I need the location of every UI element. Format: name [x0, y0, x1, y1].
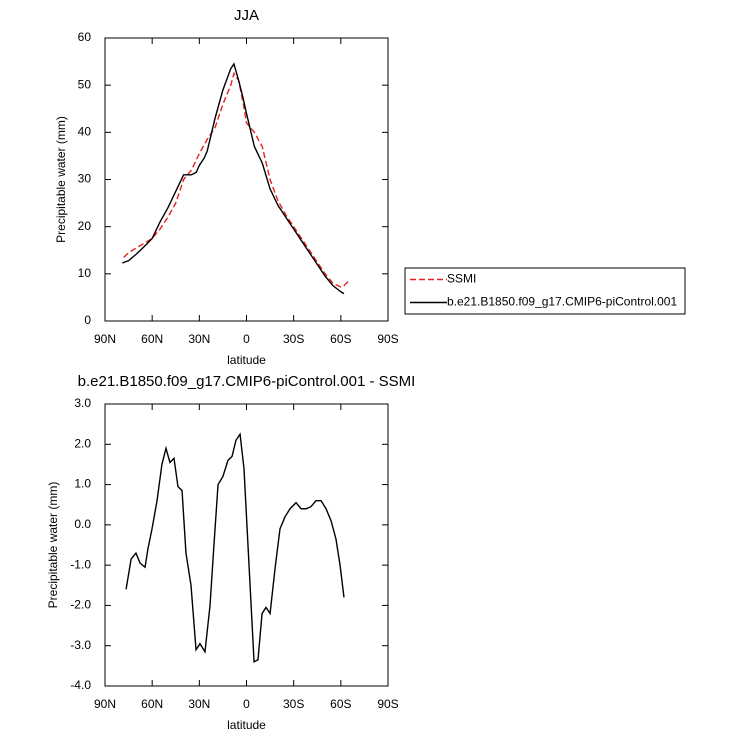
y-tick-label: 2.0	[74, 436, 91, 450]
y-tick-label: -4.0	[70, 678, 91, 692]
y-tick-label: 20	[78, 219, 92, 233]
x-axis-label: latitude	[227, 718, 266, 732]
data-line	[122, 62, 345, 295]
x-tick-label: 60N	[141, 697, 163, 711]
legend-frame	[404, 267, 686, 315]
chart-title: b.e21.B1850.f09_g17.CMIP6-piControl.001 …	[78, 373, 416, 390]
legend-label: SSMI	[447, 272, 476, 286]
x-tick-label: 30S	[283, 697, 304, 711]
y-axis-label: Precipitable water (mm)	[46, 482, 60, 609]
y-axis-label: Precipitable water (mm)	[54, 116, 68, 243]
x-tick-label: 30N	[188, 332, 210, 346]
x-tick-label: 60S	[330, 332, 351, 346]
chart-title: JJA	[234, 7, 259, 24]
y-tick-label: -3.0	[70, 638, 91, 652]
y-tick-label: 30	[78, 172, 92, 186]
x-tick-label: 60S	[330, 697, 351, 711]
data-line	[125, 432, 345, 663]
y-tick-label: 50	[78, 77, 92, 91]
legend-label: b.e21.B1850.f09_g17.CMIP6-piControl.001	[447, 295, 677, 309]
x-tick-label: 90N	[94, 332, 116, 346]
y-tick-label: 0	[84, 313, 91, 327]
y-tick-label: 40	[78, 125, 92, 139]
x-tick-label: 30N	[188, 697, 210, 711]
plot-frame	[104, 403, 389, 687]
x-tick-label: 90N	[94, 697, 116, 711]
x-tick-label: 90S	[377, 697, 398, 711]
y-tick-label: 10	[78, 266, 92, 280]
y-tick-label: 60	[78, 30, 92, 44]
data-line	[123, 71, 350, 288]
x-tick-label: 0	[243, 332, 250, 346]
y-tick-label: 0.0	[74, 517, 91, 531]
y-tick-label: -2.0	[70, 598, 91, 612]
y-tick-label: 3.0	[74, 396, 91, 410]
x-tick-label: 30S	[283, 332, 304, 346]
x-tick-label: 90S	[377, 332, 398, 346]
y-tick-label: 1.0	[74, 477, 91, 491]
y-tick-label: -1.0	[70, 557, 91, 571]
x-tick-label: 60N	[141, 332, 163, 346]
x-tick-label: 0	[243, 697, 250, 711]
x-axis-label: latitude	[227, 353, 266, 367]
plot-frame	[104, 37, 389, 322]
